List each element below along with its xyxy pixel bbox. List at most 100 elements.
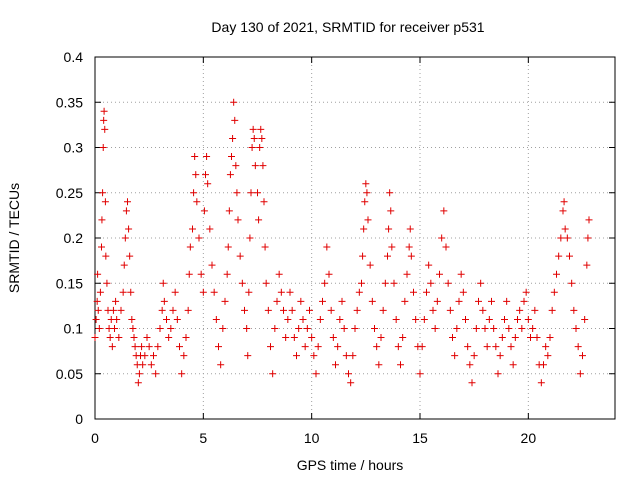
data-point (425, 261, 433, 269)
data-point (264, 306, 272, 314)
data-point (243, 325, 251, 332)
data-point (94, 270, 102, 278)
data-point (407, 252, 415, 260)
data-point (423, 288, 430, 296)
data-point (520, 297, 528, 305)
data-point (410, 288, 417, 296)
data-point (284, 315, 292, 323)
data-point (189, 225, 196, 233)
data-point (108, 343, 116, 351)
data-point (397, 361, 404, 369)
data-point (249, 125, 257, 133)
data-point (185, 270, 193, 278)
data-point (553, 270, 560, 278)
data-point (566, 252, 573, 260)
data-point (103, 279, 111, 287)
data-point (99, 144, 107, 151)
data-point (542, 343, 550, 351)
data-point (190, 189, 198, 197)
data-point (176, 343, 183, 351)
data-point (325, 270, 333, 278)
data-point (455, 297, 463, 305)
data-point (139, 361, 147, 369)
data-point (120, 261, 128, 269)
data-point (387, 207, 395, 215)
data-point (178, 370, 186, 378)
data-point (150, 352, 157, 360)
data-point (451, 352, 459, 360)
x-tick-label: 20 (521, 430, 537, 446)
data-point (540, 361, 547, 369)
data-point (94, 306, 102, 314)
data-point (156, 325, 164, 332)
data-point (129, 325, 137, 332)
data-point (429, 306, 437, 314)
data-point (358, 279, 365, 287)
data-points (91, 98, 593, 387)
data-point (427, 279, 435, 287)
data-point (293, 352, 300, 360)
data-point (229, 134, 237, 142)
data-point (537, 379, 545, 387)
y-tick-label: 0.05 (56, 366, 83, 382)
y-tick-label: 0.2 (64, 230, 84, 246)
data-point (193, 198, 201, 206)
data-point (436, 270, 443, 278)
data-point (152, 370, 160, 378)
data-point (560, 198, 568, 206)
data-point (347, 379, 355, 387)
data-point (128, 315, 136, 323)
data-point (275, 270, 283, 278)
data-point (581, 315, 589, 323)
data-point (91, 334, 99, 342)
data-point (230, 98, 238, 106)
data-point (505, 325, 513, 332)
data-point (212, 315, 220, 323)
data-point (204, 180, 212, 188)
data-point (514, 315, 521, 323)
data-point (475, 297, 482, 305)
data-point (361, 198, 369, 206)
data-point (351, 325, 359, 332)
data-point (579, 352, 586, 360)
data-point (159, 279, 167, 287)
data-point (345, 370, 352, 378)
data-point (416, 370, 424, 378)
data-point (490, 325, 498, 332)
data-point (371, 325, 378, 332)
data-point (360, 225, 368, 233)
data-point (96, 288, 104, 296)
data-point (406, 225, 414, 233)
data-point (563, 234, 571, 242)
data-point (334, 343, 342, 351)
data-point (453, 325, 461, 332)
data-point (470, 352, 478, 360)
data-point (98, 216, 106, 224)
data-point (466, 361, 474, 369)
data-point (583, 261, 591, 269)
y-tick-label: 0.3 (64, 140, 84, 156)
data-point (544, 352, 552, 360)
data-point (321, 279, 329, 287)
data-point (340, 325, 348, 332)
data-point (282, 334, 290, 342)
data-point (418, 343, 426, 351)
data-point (362, 180, 370, 188)
data-point (102, 252, 110, 260)
data-point (269, 370, 277, 378)
data-point (501, 315, 508, 323)
data-point (225, 207, 233, 215)
data-point (100, 107, 108, 115)
data-point (431, 325, 439, 332)
data-point (171, 288, 179, 296)
data-point (248, 144, 256, 151)
data-point (498, 334, 506, 342)
data-point (364, 216, 372, 224)
data-point (392, 315, 400, 323)
data-point (92, 315, 100, 323)
data-point (160, 297, 168, 305)
data-point (215, 343, 222, 351)
data-point (99, 189, 107, 197)
data-point (529, 325, 537, 332)
